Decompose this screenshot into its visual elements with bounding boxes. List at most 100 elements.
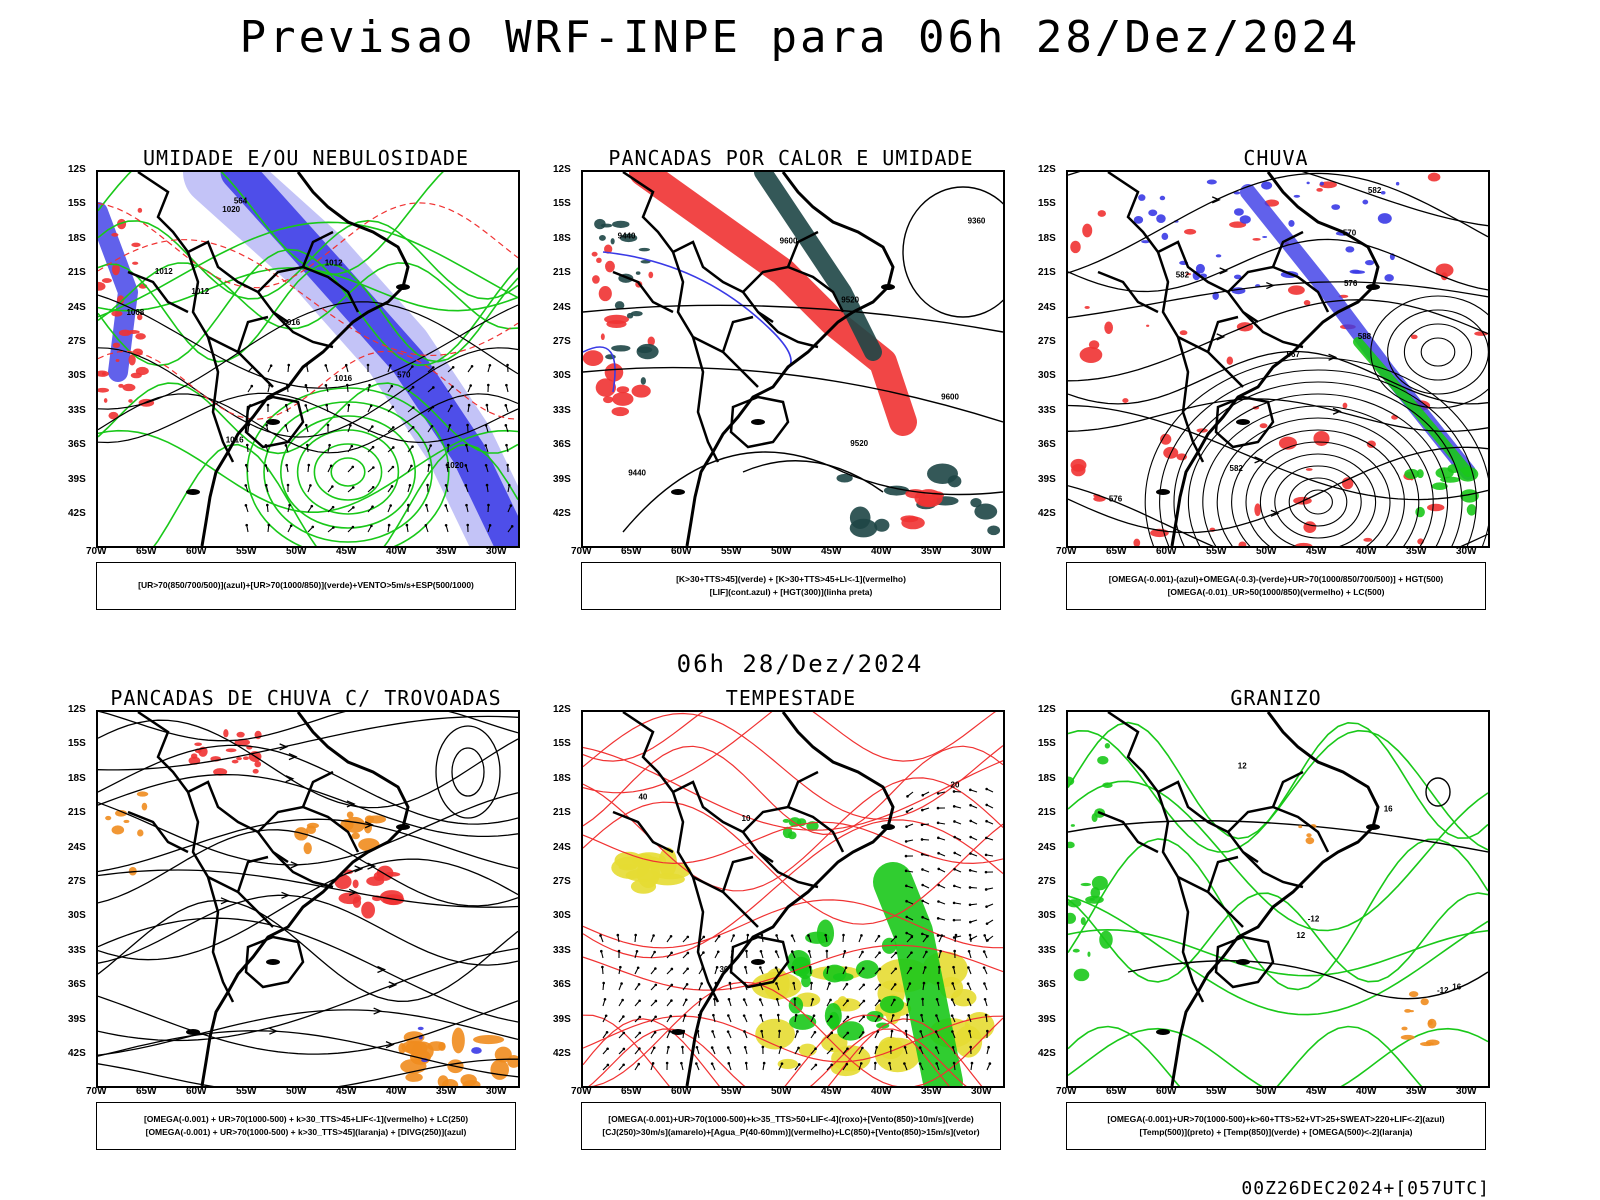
map-svg: 9600 9520 9440 9360 9600 9520 9440 <box>583 172 1003 546</box>
streamline <box>1068 446 1488 534</box>
thunder-orange-cell <box>346 811 354 819</box>
country-border <box>137 712 289 864</box>
vector-head <box>845 982 849 986</box>
vector-head <box>743 1045 747 1049</box>
water-red-contour <box>583 801 1003 925</box>
vector-head <box>894 951 898 955</box>
rain-red-cell <box>1079 346 1103 363</box>
streamline-arrow <box>377 965 387 974</box>
vector-head <box>638 1015 642 1019</box>
country-border <box>1271 770 1304 808</box>
vector-head <box>968 933 972 937</box>
lon-tick-label: 30W <box>1456 546 1477 557</box>
streamline-arrow <box>385 1040 395 1049</box>
lat-tick-label: 39S <box>68 473 86 485</box>
green-contour-cell <box>1089 897 1095 901</box>
vector-head <box>937 836 940 840</box>
lat-tick-label: 18S <box>1038 232 1056 244</box>
lat-tick-label: 21S <box>1038 267 1056 279</box>
streamline-250 <box>98 947 518 1042</box>
darkgreen-cell <box>883 485 910 496</box>
rain-blue-cell <box>1233 208 1244 216</box>
vector-head <box>616 933 620 937</box>
green-contour-cell <box>1091 875 1108 891</box>
thunder-orange-cell <box>427 1041 446 1051</box>
red-cell <box>605 260 615 273</box>
thunder-orange-cell <box>141 802 148 811</box>
country-border <box>127 810 189 854</box>
rain-blue-cell <box>1377 213 1392 224</box>
vector-head <box>638 1031 642 1035</box>
vector-head <box>654 999 658 1003</box>
green-contour <box>98 382 518 455</box>
contour-label: 570 <box>397 371 411 380</box>
lat-tick-label: 18S <box>553 772 571 784</box>
streamline-arrow <box>1211 196 1221 204</box>
country-border <box>272 851 334 889</box>
vector-head <box>371 445 375 449</box>
map-canvas <box>96 710 520 1088</box>
vector-head <box>758 998 762 1001</box>
lat-tick-label: 30S <box>1038 370 1056 382</box>
vector-head <box>905 810 909 813</box>
lon-tick-label: 70W <box>571 1086 592 1097</box>
humidity-west-blue <box>98 202 138 382</box>
rain-green-cell <box>1460 489 1479 503</box>
darkgreen-cell <box>610 238 615 245</box>
lat-tick-label: 12S <box>68 164 86 175</box>
green-contour-cell <box>1068 776 1075 786</box>
thunder-red-cell <box>225 748 237 753</box>
vector-head <box>953 820 956 823</box>
vector-head <box>746 933 750 937</box>
vector-head <box>389 504 392 507</box>
vector-head <box>328 443 331 447</box>
red-contour-cell <box>108 411 119 420</box>
vector-head <box>934 1046 938 1049</box>
vector-head <box>969 803 972 807</box>
vector-head <box>686 967 689 971</box>
contour-label: 564 <box>234 196 248 205</box>
vector-head <box>744 1061 748 1065</box>
thunder-red-cell <box>352 896 362 908</box>
vector-head <box>488 524 492 527</box>
lon-tick-label: 40W <box>386 1086 407 1097</box>
rain-blue-cell <box>1161 232 1169 241</box>
uruguay-border <box>729 935 790 989</box>
country-border <box>786 230 819 268</box>
lon-tick-label: 35W <box>436 546 457 557</box>
vector-head <box>920 838 924 841</box>
run-timestamp: 00Z26DEC2024+[057UTC] <box>1241 1178 1490 1199</box>
vector-head <box>906 795 909 798</box>
country-border <box>127 270 189 314</box>
anticyclone-ring <box>435 725 501 819</box>
vector-head <box>507 483 511 487</box>
lon-tick-label: 40W <box>1356 546 1377 557</box>
streamline-250 <box>98 899 518 1002</box>
red-contour-cell <box>115 359 120 362</box>
vector-head <box>878 983 882 987</box>
lat-tick-label: 18S <box>1038 772 1056 784</box>
vector-head <box>622 1015 625 1018</box>
vector-head <box>905 915 909 919</box>
lat-tick-label: 27S <box>1038 876 1056 887</box>
darkgreen-cell <box>638 247 651 252</box>
water-red-contour <box>588 1028 967 1086</box>
darkgreen-cell <box>970 497 982 508</box>
legend-line: [OMEGA(-0.001) + UR>70(1000-500) + k>30_… <box>143 1114 469 1124</box>
vector-head <box>387 523 391 527</box>
rain-red-cell <box>1363 537 1373 542</box>
vector-head <box>445 463 449 467</box>
rain-red-cell <box>1226 356 1234 365</box>
map-canvas: -12 -12 12 16 12 16 <box>1066 710 1490 1088</box>
vector-head <box>307 463 311 467</box>
lat-tick-label: 39S <box>553 473 571 485</box>
lat-tick-label: 24S <box>1038 301 1056 313</box>
vector-head <box>936 806 940 810</box>
vector-head <box>424 524 428 527</box>
vector-head <box>426 483 429 487</box>
vector-head <box>846 999 849 1002</box>
vector-head <box>921 997 924 1001</box>
lagoon <box>1366 284 1380 290</box>
water-red-contour <box>583 746 1003 831</box>
thunder-orange-cell <box>366 815 387 824</box>
